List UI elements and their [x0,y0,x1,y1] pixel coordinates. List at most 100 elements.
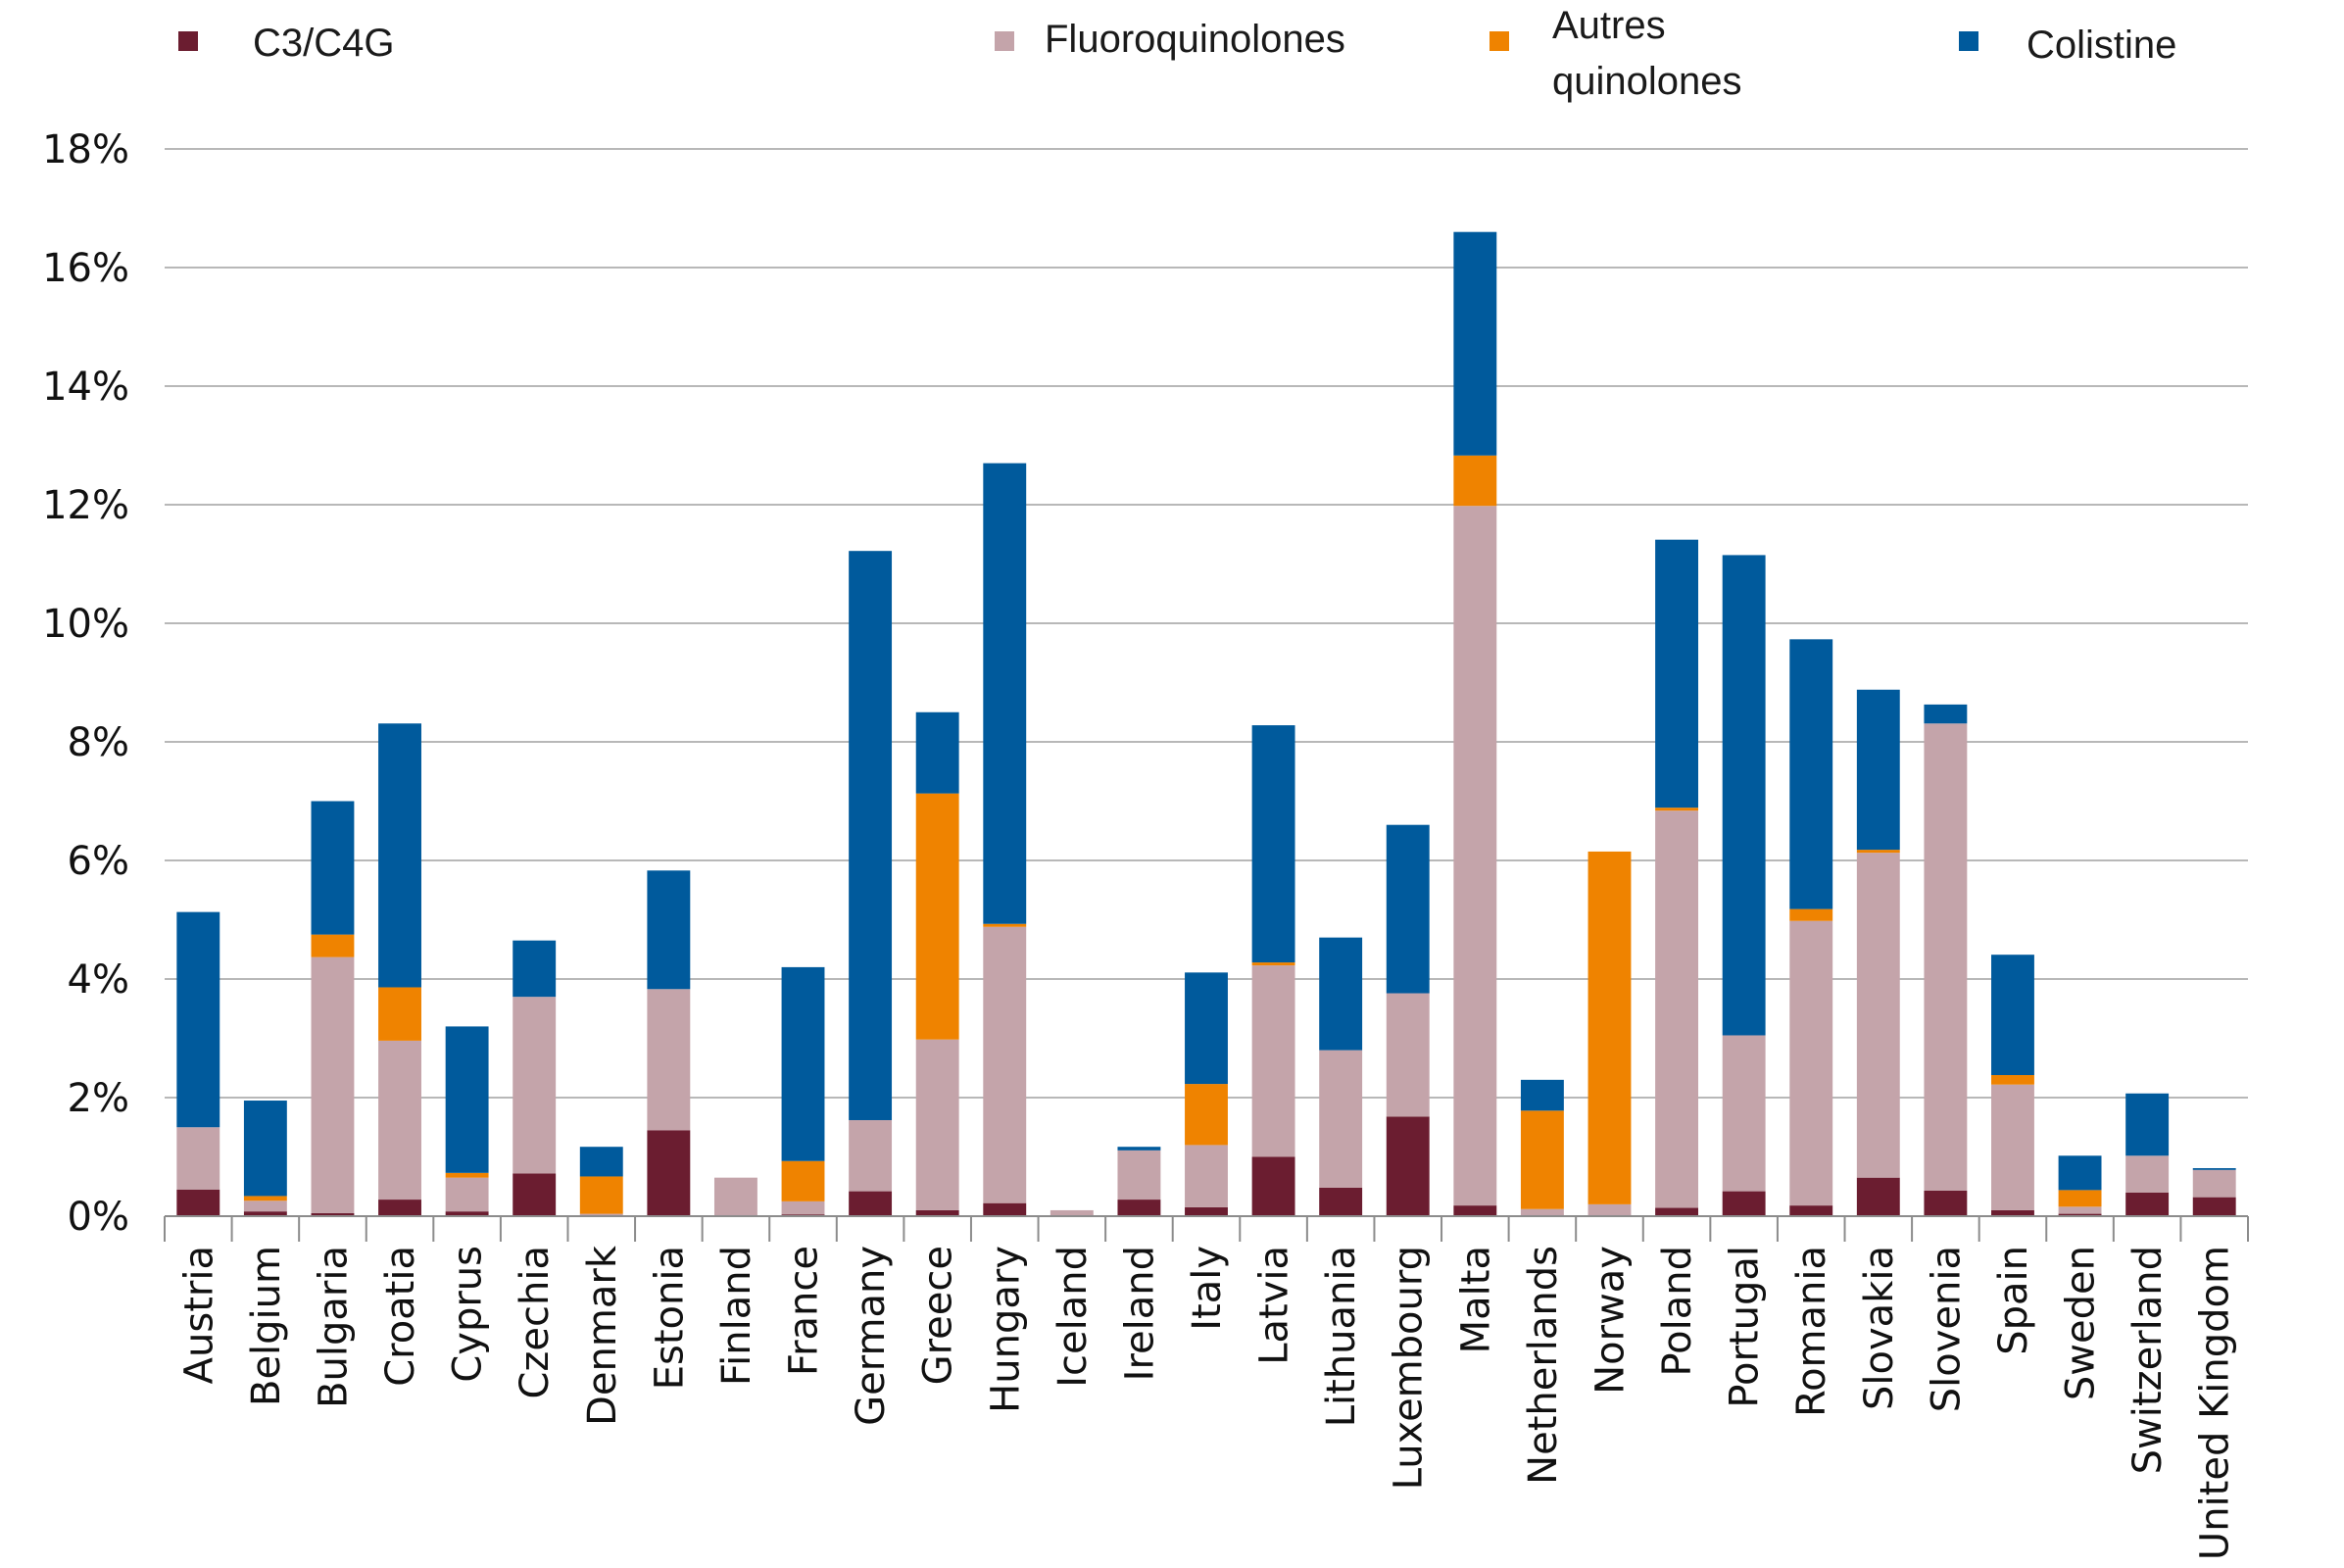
bar-segment [1117,1147,1161,1151]
x-tick-label: Latvia [1252,1246,1297,1365]
x-tick-label: Netherlands [1521,1246,1566,1485]
x-tick-label: Romania [1789,1246,1834,1417]
bar-segment [647,870,691,990]
legend-label-autres-quinolones: Autres quinolones [1552,4,1742,103]
legend-swatch-autres-quinolones [1489,31,1509,51]
bar-segment [1185,1145,1228,1207]
bar-segment [1185,1206,1228,1216]
y-tick-label: 14% [42,365,129,410]
bar-segment [1655,810,1699,1208]
gridlines [165,148,2248,1099]
bar-segment [1789,908,1833,921]
bar-segment [445,1177,489,1212]
x-tick-label: Slovenia [1924,1246,1969,1412]
bar-segment [579,1147,623,1177]
bar-segment [378,723,421,988]
y-tick-label: 6% [68,839,129,884]
bar-segment [2125,1093,2170,1156]
bar-segment [781,966,825,1161]
bar-segment [849,1191,893,1216]
bar-segment [983,463,1027,924]
bar-segment [1856,850,1900,854]
y-tick-label: 4% [68,957,129,1003]
bar-segment [378,1200,421,1216]
bar-segment [1991,955,2034,1076]
x-tick-label: Cyprus [446,1246,491,1383]
bar-segment [1991,1084,2034,1210]
bar-segment [1789,639,1833,909]
x-tick-label: Belgium [244,1246,289,1406]
bar-segment [781,1200,825,1215]
bar-segment [513,997,557,1174]
legend-label-fluoroquinolones: Fluoroquinolones [1045,18,1345,61]
bar-segment [1991,1075,2034,1085]
bar-segment [1856,1177,1900,1216]
x-tick-label: Portugal [1723,1246,1768,1408]
x-tick-label: Greece [916,1246,961,1385]
legend-swatch-c3c4g [178,31,198,51]
x-tick-label: Germany [849,1246,894,1426]
bar-segment [647,1130,691,1216]
bar-segment [445,1026,489,1173]
y-tick-labels: 0% 2% 4% 6% 8% 10% 12% 14% 16% 18% [42,127,129,1240]
bar-segment [1722,1191,1766,1216]
bar-segment [1655,1207,1699,1216]
legend-label-c3c4g: C3/C4G [253,22,395,65]
bar-segment [1453,455,1497,507]
bar-segment [1251,1156,1295,1216]
bar-segment [2125,1192,2170,1216]
bar-segment [849,551,893,1120]
legend-swatch-colistine [1959,31,1978,51]
bar-segment [1655,539,1699,808]
bar-segment [1386,993,1430,1117]
bar-segment [311,801,355,935]
x-tick-label: Malta [1453,1246,1498,1353]
x-tick-label: Spain [1991,1246,2036,1355]
bar-segment [1587,1203,1632,1215]
bar-segment [1319,1050,1363,1188]
x-tick-label: Poland [1655,1246,1700,1377]
bar-segment [243,1101,287,1197]
y-tick-label: 10% [42,602,129,647]
bar-segment [311,934,355,957]
bar-segment [1924,1190,1968,1216]
x-tick-label: Finland [714,1246,759,1386]
x-tick-label: Luxembourg [1387,1246,1432,1490]
bar-segment [513,1173,557,1216]
bar-segment [378,1040,421,1200]
bar-segment [1251,965,1295,1157]
bar-segment [1453,1205,1497,1216]
bar-segment [2192,1197,2236,1216]
bar-segment [176,911,220,1128]
bar-segment [579,1213,623,1215]
bar-segment [983,1202,1027,1216]
bar-segment [1520,1110,1564,1209]
bar-segment [311,956,355,1213]
bar-segment [1117,1200,1161,1216]
bar-segment [915,793,959,1040]
y-tick-label: 2% [68,1076,129,1121]
y-tick-label: 8% [68,720,129,765]
bar-segment [849,1119,893,1192]
bar-segment [1251,962,1295,966]
bar-segment [1856,853,1900,1178]
bar-segment [243,1200,287,1212]
x-tick-label: Denmark [580,1245,625,1426]
y-tick-label: 18% [42,127,129,172]
bar-segment [1924,704,1968,724]
bar-segment [176,1127,220,1190]
bar-segment [1520,1208,1564,1215]
bar-segment [2058,1213,2102,1216]
bar-segment [915,1039,959,1210]
bar-segment [713,1177,757,1215]
x-tick-label: Hungary [983,1246,1028,1413]
bar-segment [2058,1155,2102,1191]
legend-label-colistine: Colistine [2027,24,2177,67]
bar-segment [1386,1116,1430,1216]
bar-segment [1050,1209,1094,1215]
bar-segment [2058,1190,2102,1207]
bar-segment [2058,1206,2102,1214]
bar-segment [2192,1167,2236,1170]
bar-segment [1991,1209,2034,1216]
